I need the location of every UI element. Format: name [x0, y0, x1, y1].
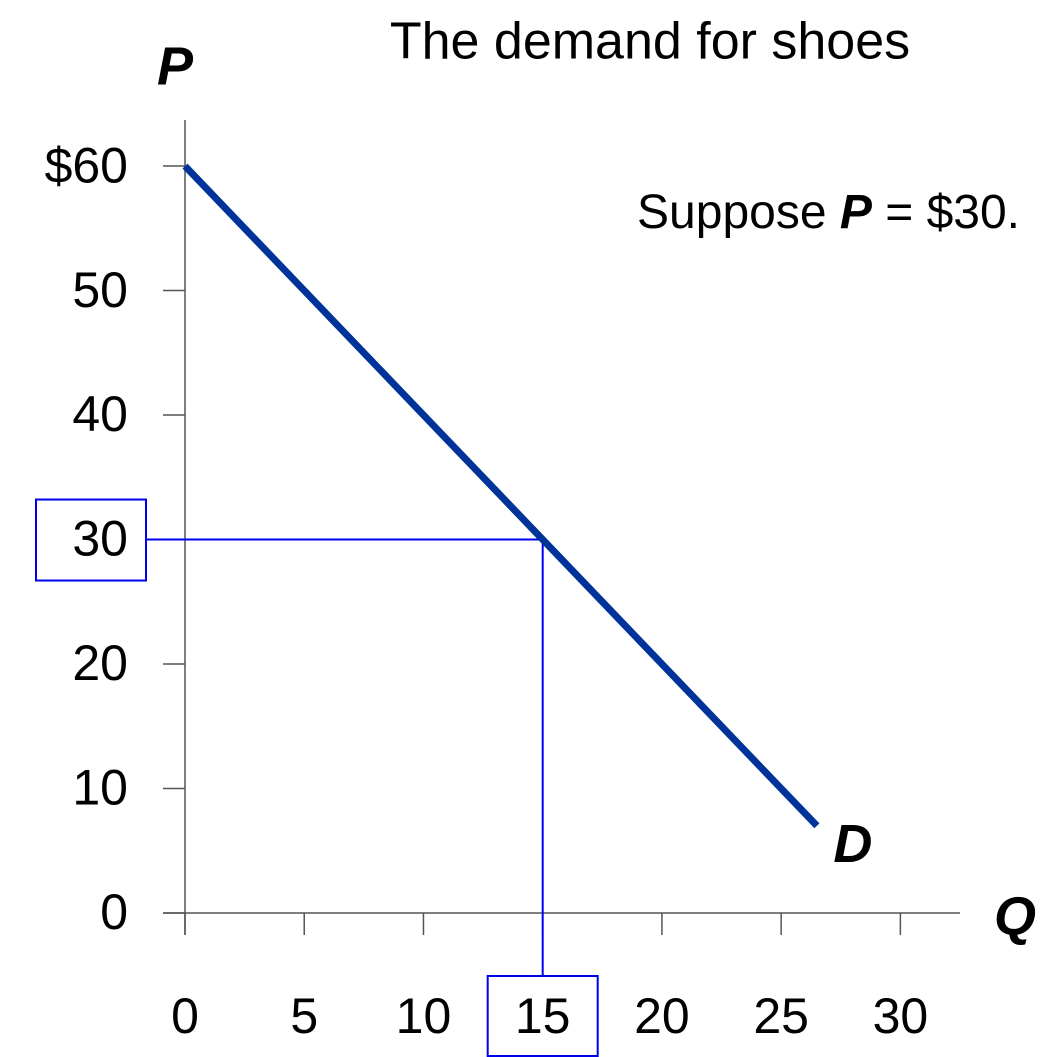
x-tick-label: 25 [753, 988, 809, 1044]
x-tick-label: 0 [171, 988, 199, 1044]
x-tick-label: 20 [634, 988, 690, 1044]
x-tick-label: 15 [515, 988, 571, 1044]
annotation-variable: P [840, 186, 873, 239]
y-tick-label: $60 [45, 137, 128, 193]
x-axis-label: Q [994, 886, 1036, 946]
chart-title: The demand for shoes [390, 13, 910, 71]
y-tick-label: 30 [72, 511, 128, 567]
x-tick-label: 30 [873, 988, 929, 1044]
y-tick-label: 20 [72, 635, 128, 691]
series-label: D [833, 814, 872, 874]
y-axis-label: P [157, 36, 194, 96]
y-tick-label: 10 [72, 760, 128, 816]
y-tick-label: 0 [100, 884, 128, 940]
demand-line [182, 163, 820, 829]
x-tick-label: 10 [396, 988, 452, 1044]
y-tick-label: 50 [72, 262, 128, 318]
annotation: Suppose P = $30. [637, 186, 1020, 239]
x-tick-label: 5 [290, 988, 318, 1044]
y-tick-label: 40 [72, 386, 128, 442]
annotation-text: = $30. [872, 186, 1020, 239]
annotation-text: Suppose [637, 186, 840, 239]
